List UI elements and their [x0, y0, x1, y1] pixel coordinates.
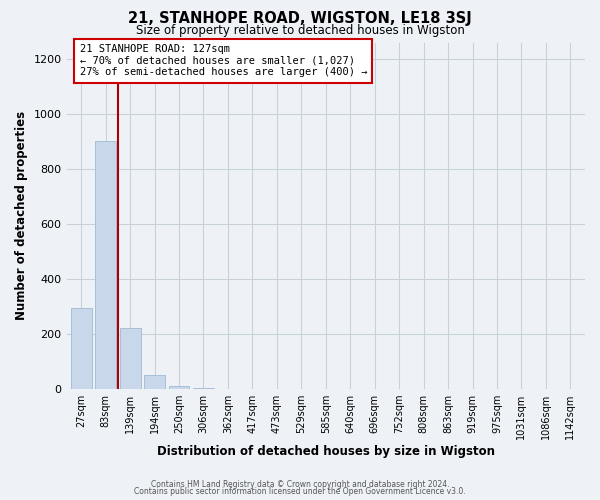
- Text: 21, STANHOPE ROAD, WIGSTON, LE18 3SJ: 21, STANHOPE ROAD, WIGSTON, LE18 3SJ: [128, 11, 472, 26]
- Bar: [144, 375, 165, 388]
- Text: 21 STANHOPE ROAD: 127sqm
← 70% of detached houses are smaller (1,027)
27% of sem: 21 STANHOPE ROAD: 127sqm ← 70% of detach…: [80, 44, 367, 78]
- Text: Size of property relative to detached houses in Wigston: Size of property relative to detached ho…: [136, 24, 464, 37]
- Bar: [71, 308, 92, 388]
- Text: Contains HM Land Registry data © Crown copyright and database right 2024.: Contains HM Land Registry data © Crown c…: [151, 480, 449, 489]
- Bar: [120, 328, 140, 388]
- Y-axis label: Number of detached properties: Number of detached properties: [15, 111, 28, 320]
- Text: Contains public sector information licensed under the Open Government Licence v3: Contains public sector information licen…: [134, 488, 466, 496]
- Bar: [95, 142, 116, 388]
- Bar: [169, 386, 190, 388]
- X-axis label: Distribution of detached houses by size in Wigston: Distribution of detached houses by size …: [157, 444, 495, 458]
